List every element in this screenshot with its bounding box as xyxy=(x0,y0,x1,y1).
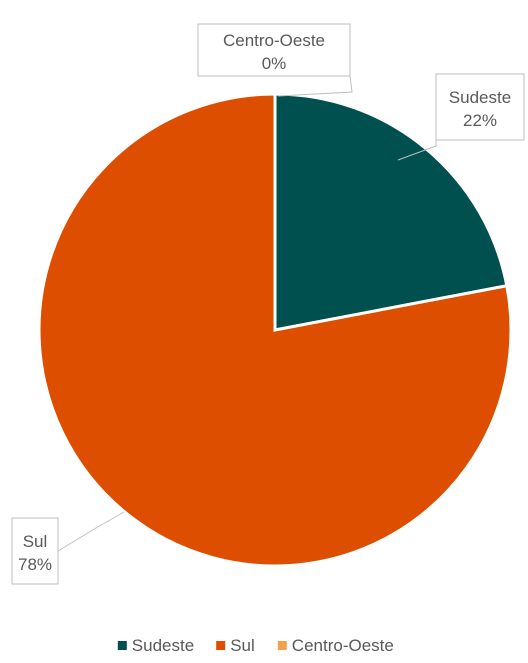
data-label-centro-oeste: Centro-Oeste 0% xyxy=(197,23,353,97)
legend-label: Sudeste xyxy=(132,636,194,655)
data-label-sudeste: Sudeste 22% xyxy=(397,73,525,161)
data-label-sul: Sul 78% xyxy=(11,511,125,585)
data-label-category: Centro-Oeste xyxy=(223,31,325,50)
leader-line-centro-oeste xyxy=(277,75,353,97)
slice-sul xyxy=(37,92,513,568)
data-label-box-sudeste xyxy=(435,73,525,141)
data-labels: Sudeste 22% Sul 78% Centro-Oeste 0% xyxy=(11,23,525,585)
leader-line-sul xyxy=(57,511,125,552)
data-label-value: 22% xyxy=(463,111,497,130)
legend: Sudeste Sul Centro-Oeste xyxy=(117,636,394,655)
legend-swatch xyxy=(216,641,226,650)
data-label-category: Sudeste xyxy=(449,88,511,107)
data-label-value: 78% xyxy=(18,555,52,574)
data-label-value: 0% xyxy=(262,54,287,73)
legend-item-sudeste: Sudeste xyxy=(117,636,194,655)
slice-sudeste xyxy=(273,92,509,332)
pie-slices xyxy=(37,92,513,568)
legend-swatch xyxy=(117,641,127,650)
legend-item-centro-oeste: Centro-Oeste xyxy=(277,636,394,655)
data-label-box-sul xyxy=(11,517,59,585)
legend-item-sul: Sul xyxy=(216,636,255,655)
data-label-box-centro-oeste xyxy=(197,23,351,77)
legend-label: Centro-Oeste xyxy=(292,636,394,655)
legend-swatch xyxy=(277,641,287,650)
data-label-category: Sul xyxy=(23,532,48,551)
leader-line-sudeste xyxy=(397,140,437,161)
legend-label: Sul xyxy=(230,636,255,655)
